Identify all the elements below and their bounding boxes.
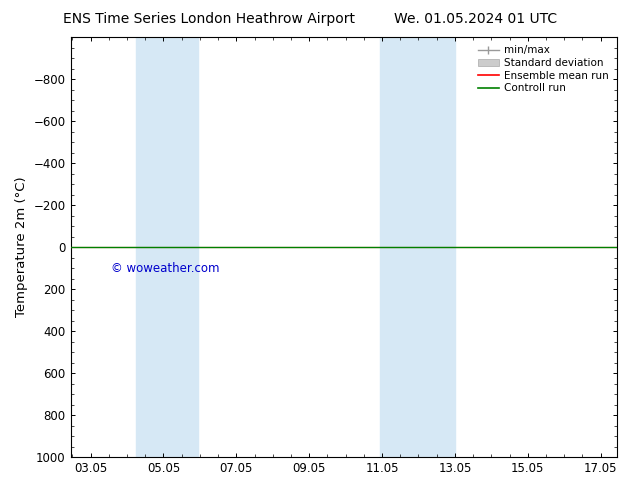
Text: ENS Time Series London Heathrow Airport: ENS Time Series London Heathrow Airport [63, 12, 355, 26]
Legend: min/max, Standard deviation, Ensemble mean run, Controll run: min/max, Standard deviation, Ensemble me… [475, 42, 612, 97]
Y-axis label: Temperature 2m (°C): Temperature 2m (°C) [15, 177, 28, 318]
Text: © woweather.com: © woweather.com [110, 262, 219, 275]
Bar [380, 37, 455, 457]
Bar [136, 37, 198, 457]
Text: We. 01.05.2024 01 UTC: We. 01.05.2024 01 UTC [394, 12, 557, 26]
